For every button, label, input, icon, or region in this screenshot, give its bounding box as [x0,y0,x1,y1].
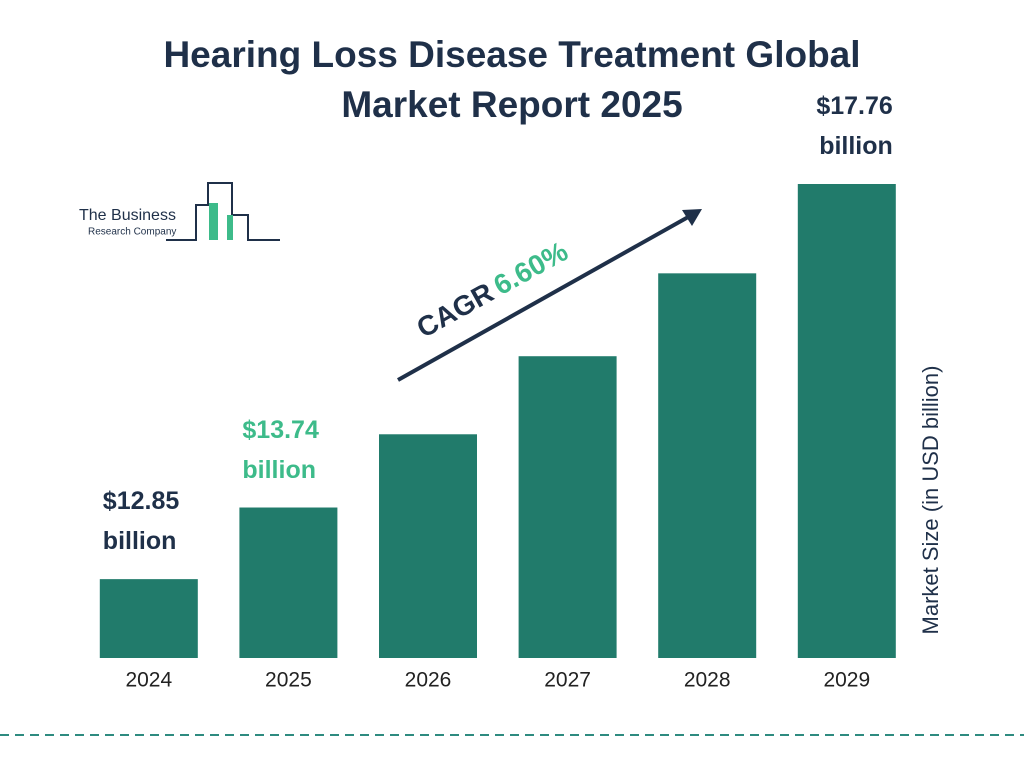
bar [658,273,757,658]
logo-text: Research Company [88,227,176,238]
value-label: $17.76 billion [816,92,893,160]
logo: The Business Research Company [79,182,280,241]
x-tick-label: 2027 [544,669,591,692]
x-tick-label: 2024 [125,669,172,692]
value-label: $13.74 billion [242,415,319,484]
cagr-value: 6.60% [488,235,573,301]
x-tick-label: 2026 [405,669,452,692]
bar [518,356,617,658]
x-tick-label: 2028 [684,669,731,692]
bar [379,434,477,658]
value-label: $12.85 billion [102,487,180,556]
bar [239,507,338,658]
chart-title: Hearing Loss Disease Treatment Global Ma… [163,34,861,125]
x-tick-label: 2029 [823,669,870,692]
x-tick-label: 2025 [265,669,312,692]
y-axis-label: Market Size (in USD billion) [918,366,943,635]
bar [99,579,198,658]
logo-text: The Business [79,207,176,224]
cagr-arrowhead [682,209,702,226]
cagr-label: CAGR [411,277,498,344]
bar [797,184,896,658]
cagr-arrow [397,214,691,382]
